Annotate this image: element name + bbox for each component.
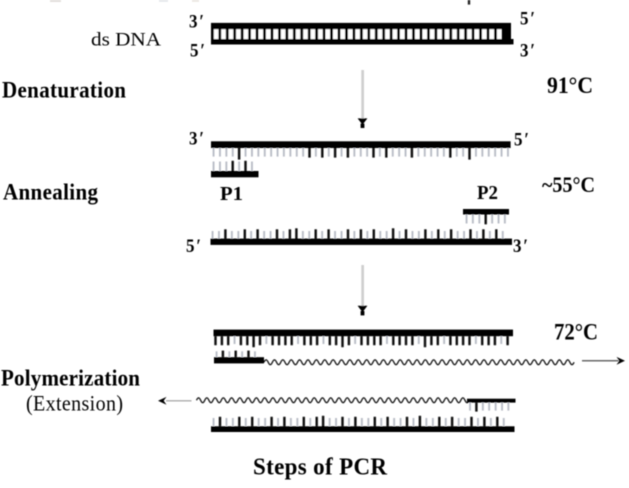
svg-text:(Extension): (Extension) <box>26 391 123 416</box>
svg-text:3′: 3′ <box>189 11 204 32</box>
svg-text:5′: 5′ <box>186 235 201 256</box>
svg-text:P1: P1 <box>220 183 243 205</box>
svg-text:Denaturation: Denaturation <box>2 76 127 102</box>
svg-text:91°C: 91°C <box>547 72 593 98</box>
svg-text:5′: 5′ <box>514 129 529 150</box>
svg-text:3′: 3′ <box>513 235 528 256</box>
svg-text:5′: 5′ <box>520 8 535 29</box>
svg-text:72°C: 72°C <box>554 319 598 345</box>
svg-text:Polymerization: Polymerization <box>1 364 141 390</box>
svg-text:~55°C: ~55°C <box>542 172 595 197</box>
svg-text:P2: P2 <box>477 182 498 204</box>
svg-text:Steps of PCR: Steps of PCR <box>253 454 388 481</box>
svg-text:Annealing: Annealing <box>3 178 98 204</box>
svg-text:3′: 3′ <box>520 40 535 61</box>
svg-text:3′: 3′ <box>189 128 204 149</box>
svg-text:ds DNA: ds DNA <box>91 30 161 51</box>
svg-text:5′: 5′ <box>190 40 205 61</box>
